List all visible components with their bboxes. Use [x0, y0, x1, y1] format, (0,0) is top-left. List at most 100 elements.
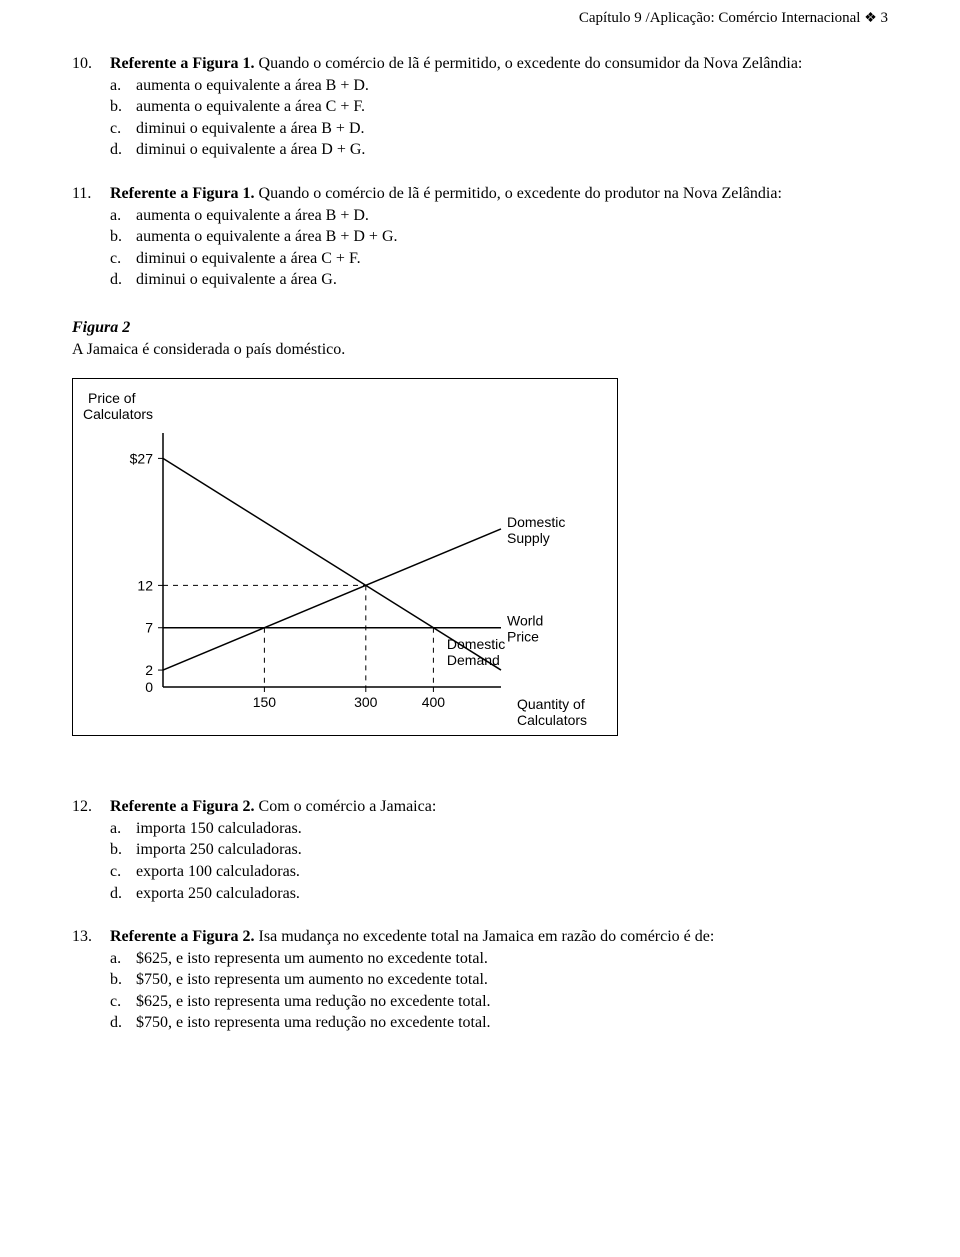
option-label: b.	[110, 839, 136, 861]
question-ref: Referente a Figura 2.	[110, 798, 255, 815]
page-header: Capítulo 9 /Aplicação: Comércio Internac…	[72, 10, 888, 27]
question-ref: Referente a Figura 2.	[110, 928, 255, 945]
svg-text:0: 0	[145, 679, 153, 695]
question-13: 13. Referente a Figura 2. Isa mudança no…	[72, 926, 888, 1034]
page: Capítulo 9 /Aplicação: Comércio Internac…	[0, 0, 960, 1257]
question-12: 12. Referente a Figura 2. Com o comércio…	[72, 796, 888, 904]
svg-text:World: World	[507, 613, 543, 629]
option-d: d.diminui o equivalente a área D + G.	[110, 139, 888, 161]
option-b: b.importa 250 calculadoras.	[110, 839, 888, 861]
figure-2-chart: $2712720150300400Price ofCalculatorsQuan…	[72, 378, 618, 736]
option-label: a.	[110, 205, 136, 227]
question-ref: Referente a Figura 1.	[110, 55, 255, 72]
question-text: Referente a Figura 1. Quando o comércio …	[110, 53, 888, 75]
question-options: a.$625, e isto representa um aumento no …	[110, 948, 888, 1034]
option-text: $750, e isto representa uma redução no e…	[136, 1012, 491, 1034]
question-number: 11.	[72, 183, 110, 205]
option-text: aumenta o equivalente a área C + F.	[136, 96, 365, 118]
figure-title: Figura 2	[72, 317, 888, 339]
option-label: c.	[110, 861, 136, 883]
svg-text:Supply: Supply	[507, 530, 550, 546]
chapter-label: Capítulo 9 /Aplicação: Comércio Internac…	[579, 10, 861, 26]
option-d: d.$750, e isto representa uma redução no…	[110, 1012, 888, 1034]
option-label: a.	[110, 818, 136, 840]
svg-text:Price of: Price of	[88, 390, 136, 406]
option-d: d.exporta 250 calculadoras.	[110, 883, 888, 905]
option-c: c.exporta 100 calculadoras.	[110, 861, 888, 883]
svg-text:150: 150	[253, 694, 277, 710]
option-b: b.aumenta o equivalente a área B + D + G…	[110, 226, 888, 248]
option-label: a.	[110, 75, 136, 97]
question-tail: Quando o comércio de lã é permitido, o e…	[255, 55, 803, 72]
option-label: c.	[110, 991, 136, 1013]
page-number: 3	[881, 10, 889, 26]
question-options: a.aumenta o equivalente a área B + D. b.…	[110, 75, 888, 161]
option-label: c.	[110, 118, 136, 140]
option-a: a.aumenta o equivalente a área B + D.	[110, 205, 888, 227]
figure-2-caption: Figura 2 A Jamaica é considerada o país …	[72, 317, 888, 360]
option-text: exporta 100 calculadoras.	[136, 861, 300, 883]
option-label: d.	[110, 269, 136, 291]
option-b: b.$750, e isto representa um aumento no …	[110, 969, 888, 991]
option-text: importa 250 calculadoras.	[136, 839, 302, 861]
svg-text:400: 400	[422, 694, 446, 710]
svg-text:300: 300	[354, 694, 378, 710]
option-text: diminui o equivalente a área G.	[136, 269, 337, 291]
option-a: a.aumenta o equivalente a área B + D.	[110, 75, 888, 97]
option-a: a.importa 150 calculadoras.	[110, 818, 888, 840]
question-11: 11. Referente a Figura 1. Quando o comér…	[72, 183, 888, 291]
option-label: d.	[110, 1012, 136, 1034]
question-number: 12.	[72, 796, 110, 818]
option-c: c.$625, e isto representa uma redução no…	[110, 991, 888, 1013]
option-c: c.diminui o equivalente a área B + D.	[110, 118, 888, 140]
svg-text:Demand: Demand	[447, 652, 500, 668]
svg-text:7: 7	[145, 620, 153, 636]
option-text: aumenta o equivalente a área B + D + G.	[136, 226, 398, 248]
option-label: b.	[110, 96, 136, 118]
question-tail: Com o comércio a Jamaica:	[255, 798, 437, 815]
svg-text:$27: $27	[130, 451, 154, 467]
option-a: a.$625, e isto representa um aumento no …	[110, 948, 888, 970]
option-text: aumenta o equivalente a área B + D.	[136, 205, 369, 227]
chart-svg: $2712720150300400Price ofCalculatorsQuan…	[83, 389, 607, 729]
figure-subtitle: A Jamaica é considerada o país doméstico…	[72, 339, 888, 361]
option-label: c.	[110, 248, 136, 270]
option-text: $625, e isto representa uma redução no e…	[136, 991, 491, 1013]
question-tail: Isa mudança no excedente total na Jamaic…	[255, 928, 715, 945]
svg-text:Calculators: Calculators	[517, 712, 587, 728]
option-text: diminui o equivalente a área C + F.	[136, 248, 361, 270]
option-text: $750, e isto representa um aumento no ex…	[136, 969, 488, 991]
question-ref: Referente a Figura 1.	[110, 185, 255, 202]
question-number: 10.	[72, 53, 110, 75]
option-label: d.	[110, 883, 136, 905]
question-options: a.aumenta o equivalente a área B + D. b.…	[110, 205, 888, 291]
svg-text:Domestic: Domestic	[447, 636, 505, 652]
option-c: c.diminui o equivalente a área C + F.	[110, 248, 888, 270]
svg-text:Domestic: Domestic	[507, 514, 565, 530]
option-text: diminui o equivalente a área B + D.	[136, 118, 365, 140]
option-label: a.	[110, 948, 136, 970]
option-text: importa 150 calculadoras.	[136, 818, 302, 840]
header-diamond-icon: ❖	[864, 11, 877, 26]
svg-text:12: 12	[137, 578, 153, 594]
question-text: Referente a Figura 2. Com o comércio a J…	[110, 796, 888, 818]
svg-text:Quantity of: Quantity of	[517, 696, 585, 712]
question-options: a.importa 150 calculadoras. b.importa 25…	[110, 818, 888, 904]
svg-text:Price: Price	[507, 629, 539, 645]
question-text: Referente a Figura 2. Isa mudança no exc…	[110, 926, 888, 948]
svg-text:Calculators: Calculators	[83, 406, 153, 422]
option-text: aumenta o equivalente a área B + D.	[136, 75, 369, 97]
question-number: 13.	[72, 926, 110, 948]
option-text: exporta 250 calculadoras.	[136, 883, 300, 905]
option-label: b.	[110, 226, 136, 248]
option-label: d.	[110, 139, 136, 161]
question-10: 10. Referente a Figura 1. Quando o comér…	[72, 53, 888, 161]
question-text: Referente a Figura 1. Quando o comércio …	[110, 183, 888, 205]
option-b: b.aumenta o equivalente a área C + F.	[110, 96, 888, 118]
question-tail: Quando o comércio de lã é permitido, o e…	[255, 185, 782, 202]
option-text: diminui o equivalente a área D + G.	[136, 139, 365, 161]
option-label: b.	[110, 969, 136, 991]
option-text: $625, e isto representa um aumento no ex…	[136, 948, 488, 970]
svg-text:2: 2	[145, 662, 153, 678]
option-d: d.diminui o equivalente a área G.	[110, 269, 888, 291]
